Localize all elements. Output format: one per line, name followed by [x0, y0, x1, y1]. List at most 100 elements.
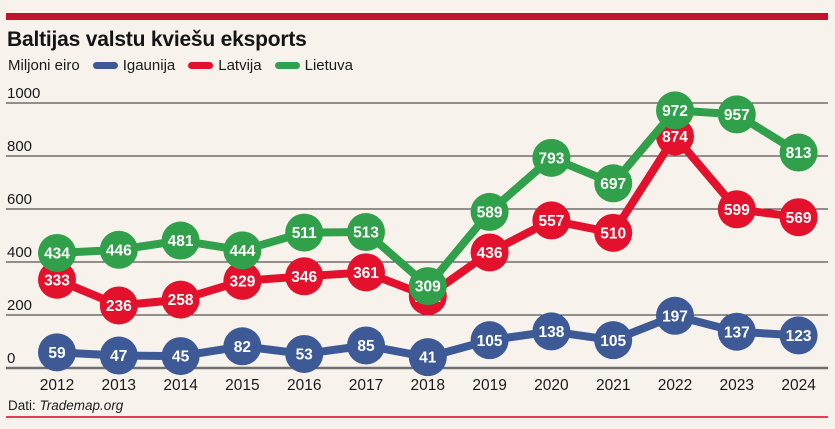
- data-point-label-lietuva-2020: 793: [538, 150, 564, 167]
- y-tick-label-600: 600: [7, 191, 32, 208]
- legend-item-lietuva: Lietuva: [274, 57, 353, 74]
- data-point-label-igaunija-2023: 137: [724, 324, 750, 341]
- data-point-igaunija-2013: [99, 336, 138, 375]
- x-tick-label-2021: 2021: [596, 377, 630, 394]
- data-point-label-latvija-2019: 436: [477, 245, 503, 262]
- data-point-label-lietuva-2023: 957: [724, 107, 750, 124]
- data-point-lietuva-2018: [408, 267, 447, 306]
- data-point-label-lietuva-2016: 511: [292, 225, 317, 242]
- source-prefix: Dati:: [8, 398, 36, 413]
- data-point-label-latvija-2013: 236: [106, 298, 132, 315]
- data-point-label-lietuva-2017: 513: [353, 225, 379, 242]
- x-tick-label-2014: 2014: [163, 377, 198, 394]
- source-name: Trademap.org: [39, 398, 124, 413]
- x-tick-label-2012: 2012: [40, 377, 74, 394]
- x-tick-label-2017: 2017: [349, 377, 383, 394]
- latvija-line-swatch-icon: [188, 62, 214, 69]
- x-tick-label-2023: 2023: [720, 377, 754, 394]
- data-point-label-latvija-2023: 599: [724, 202, 750, 219]
- data-point-latvija-2020: [532, 201, 571, 240]
- data-point-label-lietuva-2018: 309: [415, 279, 441, 296]
- data-point-label-latvija-2015: 329: [229, 273, 255, 290]
- data-point-label-igaunija-2014: 45: [172, 349, 190, 366]
- data-point-igaunija-2024: [779, 316, 818, 355]
- data-point-label-lietuva-2019: 589: [477, 204, 503, 221]
- data-point-latvija-2015: [223, 261, 262, 300]
- data-point-igaunija-2023: [717, 312, 756, 351]
- x-tick-label-2018: 2018: [411, 377, 445, 394]
- igaunija-line-swatch-icon: [92, 62, 118, 69]
- data-point-latvija-2019: [470, 233, 509, 272]
- legend-label-latvija: Latvija: [218, 57, 262, 74]
- data-point-igaunija-2015: [223, 327, 262, 366]
- units-label: Miljoni eiro: [8, 57, 80, 74]
- data-point-label-latvija-2012: 333: [44, 272, 70, 289]
- x-tick-label-2022: 2022: [658, 377, 692, 394]
- y-tick-label-200: 200: [7, 297, 32, 314]
- legend-item-igaunija: Igaunija: [92, 57, 175, 74]
- data-point-lietuva-2022: [656, 91, 694, 130]
- data-point-label-latvija-2014: 258: [168, 292, 194, 309]
- data-point-label-igaunija-2015: 82: [234, 339, 251, 356]
- legend-label-lietuva: Lietuva: [304, 57, 353, 74]
- data-point-latvija-2013: [99, 286, 138, 325]
- data-point-lietuva-2012: [38, 233, 76, 272]
- chart-title: Baltijas valstu kviešu eksports: [7, 28, 307, 51]
- data-point-label-lietuva-2024: 813: [786, 145, 812, 162]
- data-point-label-igaunija-2018: 41: [419, 350, 437, 367]
- data-point-lietuva-2013: [99, 230, 138, 269]
- y-tick-label-400: 400: [7, 244, 32, 261]
- data-point-latvija-2012: [38, 260, 76, 299]
- data-point-label-latvija-2016: 346: [291, 269, 317, 286]
- x-tick-label-2016: 2016: [287, 377, 321, 394]
- data-point-latvija-2016: [285, 257, 324, 296]
- data-point-igaunija-2014: [161, 337, 200, 376]
- x-tick-label-2015: 2015: [225, 377, 259, 394]
- data-point-label-latvija-2024: 569: [786, 210, 812, 227]
- x-tick-label-2020: 2020: [534, 377, 569, 394]
- data-point-label-igaunija-2020: 138: [538, 324, 564, 341]
- lietuva-line-swatch-icon: [274, 62, 300, 69]
- data-point-igaunija-2019: [470, 321, 509, 360]
- data-point-lietuva-2016: [285, 213, 324, 252]
- data-point-latvija-2021: [594, 213, 633, 252]
- data-point-label-igaunija-2024: 123: [786, 328, 812, 345]
- data-point-label-lietuva-2013: 446: [106, 242, 132, 259]
- data-point-igaunija-2016: [285, 334, 324, 373]
- x-tick-label-2024: 2024: [781, 377, 816, 394]
- data-point-label-igaunija-2016: 53: [296, 347, 314, 364]
- data-point-lietuva-2020: [532, 138, 571, 177]
- top-accent-bar: [6, 13, 828, 20]
- data-point-latvija-2023: [717, 190, 756, 229]
- data-point-igaunija-2018: [408, 338, 447, 377]
- data-point-label-lietuva-2014: 481: [168, 233, 194, 250]
- data-point-igaunija-2022: [656, 296, 694, 335]
- source-note: Dati: Trademap.org: [8, 398, 123, 413]
- data-point-lietuva-2021: [594, 164, 633, 203]
- data-point-lietuva-2017: [347, 213, 385, 252]
- data-point-igaunija-2021: [594, 321, 633, 360]
- data-point-label-igaunija-2021: 105: [600, 333, 626, 350]
- data-point-label-igaunija-2012: 59: [48, 345, 66, 362]
- data-point-label-lietuva-2021: 697: [600, 176, 626, 193]
- data-point-lietuva-2014: [161, 221, 200, 260]
- data-point-lietuva-2024: [779, 133, 818, 172]
- bottom-accent-line: [6, 416, 828, 418]
- data-point-lietuva-2023: [717, 95, 756, 134]
- y-tick-label-0: 0: [7, 350, 15, 367]
- data-point-label-latvija-2022: 874: [662, 129, 688, 146]
- x-tick-label-2019: 2019: [472, 377, 506, 394]
- data-point-label-igaunija-2022: 197: [662, 308, 688, 325]
- data-point-igaunija-2017: [347, 326, 385, 365]
- data-point-lietuva-2015: [223, 231, 262, 270]
- data-point-label-latvija-2020: 557: [538, 213, 564, 230]
- data-point-lietuva-2019: [470, 192, 509, 231]
- data-point-label-igaunija-2013: 47: [110, 348, 127, 365]
- data-point-label-lietuva-2022: 972: [662, 103, 688, 120]
- data-point-igaunija-2012: [38, 333, 76, 372]
- legend: Miljoni eiro Igaunija Latvija Lietuva: [8, 57, 353, 74]
- data-point-latvija-2024: [779, 198, 818, 237]
